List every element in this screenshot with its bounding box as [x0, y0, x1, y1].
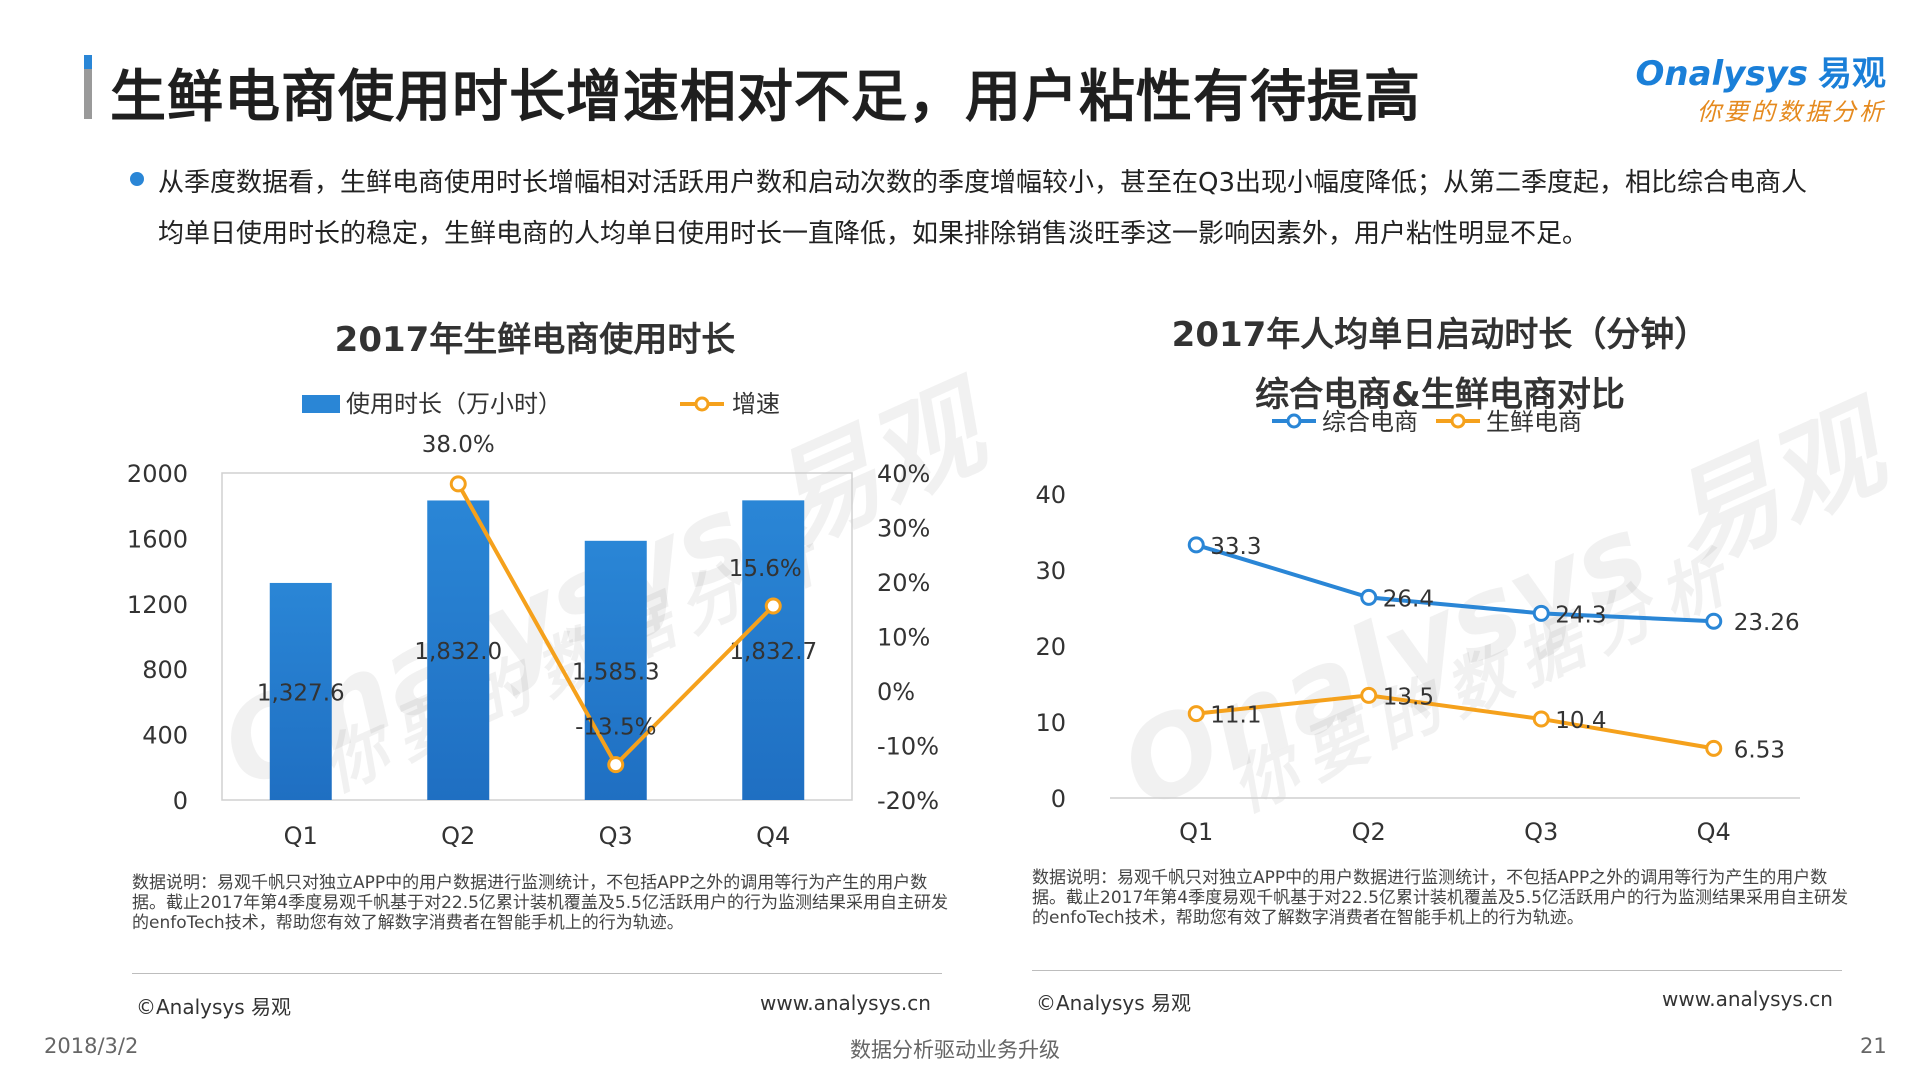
right-chart-y-tick-label: 40 — [1035, 481, 1066, 509]
left-chart-title: 2017年生鲜电商使用时长 — [334, 320, 736, 360]
x-tick-label: Q3 — [599, 822, 633, 850]
line-data-label: 24.3 — [1555, 602, 1606, 628]
legend-fresh-marker — [1450, 413, 1466, 429]
growth-data-label: 38.0% — [422, 432, 495, 458]
bar-data-label: 1,832.0 — [414, 639, 502, 665]
line-data-label: 10.4 — [1555, 708, 1606, 734]
bar-data-label: 1,832.7 — [729, 639, 817, 665]
right-chart-y-tick-label: 20 — [1035, 633, 1066, 661]
comprehensive-ecom-point — [1532, 604, 1550, 622]
left-y-tick-label: 2000 — [127, 460, 188, 488]
line-data-label: 13.5 — [1383, 684, 1434, 710]
growth-data-label: 15.6% — [729, 556, 802, 582]
left-y-tick-label: 800 — [142, 656, 188, 684]
logo-cn: 易观 — [1818, 54, 1886, 94]
right-source-copyright: ©Analysys 易观 — [1036, 991, 1192, 1015]
bullet-text: 从季度数据看，生鲜电商使用时长增幅相对活跃用户数和启动次数的季度增幅较小，甚至在… — [158, 168, 1808, 249]
logo-o-glyph: O — [1635, 54, 1665, 94]
analysys-logo: Onalysys 易观 你要的数据分析 — [1626, 46, 1886, 126]
right-chart-title: 2017年人均单日启动时长（分钟） — [1171, 315, 1709, 355]
fresh-ecom-point — [1532, 710, 1550, 728]
right-chart-y-tick-label: 0 — [1051, 785, 1066, 813]
bar — [742, 500, 805, 800]
line-data-label: 6.53 — [1734, 737, 1785, 763]
right-y-tick-label: 20% — [877, 569, 930, 597]
legend-line-label: 增速 — [732, 390, 780, 418]
left-source-divider — [132, 973, 942, 974]
right-chart-y-tick-label: 10 — [1035, 709, 1066, 737]
right-y-tick-label: -10% — [877, 733, 939, 761]
right-chart-x-tick-label: Q2 — [1352, 818, 1386, 846]
right-chart-subtitle: 综合电商&生鲜电商对比 — [1255, 375, 1625, 415]
right-chart-x-tick-label: Q3 — [1524, 818, 1558, 846]
comprehensive-ecom-point — [1705, 612, 1723, 630]
legend-comprehensive-label: 综合电商 — [1322, 408, 1418, 436]
bullet-dot-icon — [130, 172, 144, 186]
x-tick-label: Q2 — [441, 822, 475, 850]
legend-fresh-label: 生鲜电商 — [1486, 408, 1582, 436]
fresh-ecom-point — [1187, 705, 1205, 723]
growth-point — [607, 756, 625, 774]
logo-en: nalysys — [1664, 54, 1808, 94]
bar-data-label: 1,327.6 — [257, 680, 345, 706]
right-y-tick-label: -20% — [877, 787, 939, 815]
left-plot-frame — [221, 472, 853, 801]
left-source-copyright: ©Analysys 易观 — [136, 995, 292, 1019]
bar — [269, 582, 332, 800]
fresh-ecom-line — [1196, 693, 1715, 751]
comprehensive-ecom-point — [1187, 536, 1205, 554]
legend-bar-label: 使用时长（万小时） — [346, 390, 562, 418]
growth-point — [449, 475, 467, 493]
growth-data-label: -13.5% — [575, 715, 656, 741]
page-title: 生鲜电商使用时长增速相对不足，用户粘性有待提高 — [110, 65, 1421, 130]
left-chart-note: 数据说明：易观千帆只对独立APP中的用户数据进行监测统计，不包括APP之外的调用… — [132, 873, 948, 933]
bar — [427, 500, 490, 800]
left-source-url[interactable]: www.analysys.cn — [760, 991, 931, 1015]
right-source-url[interactable]: www.analysys.cn — [1662, 987, 1833, 1011]
left-y-tick-label: 0 — [173, 787, 188, 815]
bar-data-label: 1,585.3 — [572, 659, 660, 685]
line-data-label: 26.4 — [1383, 586, 1434, 612]
comprehensive-ecom-point — [1360, 588, 1378, 606]
right-chart-note: 数据说明：易观千帆只对独立APP中的用户数据进行监测统计，不包括APP之外的调用… — [1032, 868, 1848, 928]
growth-point — [764, 597, 782, 615]
legend-line-marker — [694, 396, 710, 412]
right-chart-y-tick-label: 30 — [1035, 557, 1066, 585]
right-y-tick-label: 0% — [877, 678, 915, 706]
title-accent-bar — [84, 55, 92, 119]
footer-date: 2018/3/2 — [44, 1034, 139, 1058]
left-y-tick-label: 400 — [142, 722, 188, 750]
left-y-tick-label: 1200 — [127, 591, 188, 619]
legend-comprehensive-marker — [1286, 413, 1302, 429]
page-number: 21 — [1860, 1034, 1887, 1058]
logo-slogan: 你要的数据分析 — [1697, 98, 1886, 126]
right-y-tick-label: 30% — [877, 515, 930, 543]
x-tick-label: Q1 — [284, 822, 318, 850]
comprehensive-ecom-line — [1195, 543, 1714, 624]
fresh-ecom-point — [1360, 686, 1378, 704]
fresh-ecom-point — [1705, 739, 1723, 757]
line-data-label: 11.1 — [1210, 703, 1261, 729]
legend-bar-swatch — [302, 395, 340, 413]
right-chart-x-tick-label: Q1 — [1179, 818, 1213, 846]
logo-wordmark: Onalysys 易观 — [1635, 46, 1886, 95]
right-y-tick-label: 10% — [877, 624, 930, 652]
line-data-label: 33.3 — [1210, 534, 1261, 560]
right-y-tick-label: 40% — [877, 460, 930, 488]
left-y-tick-label: 1600 — [127, 525, 188, 553]
x-tick-label: Q4 — [756, 822, 790, 850]
right-chart-x-tick-label: Q4 — [1697, 818, 1731, 846]
footer-slogan: 数据分析驱动业务升级 — [850, 1038, 1060, 1062]
right-source-divider — [1032, 970, 1842, 971]
line-data-label: 23.26 — [1734, 610, 1800, 636]
